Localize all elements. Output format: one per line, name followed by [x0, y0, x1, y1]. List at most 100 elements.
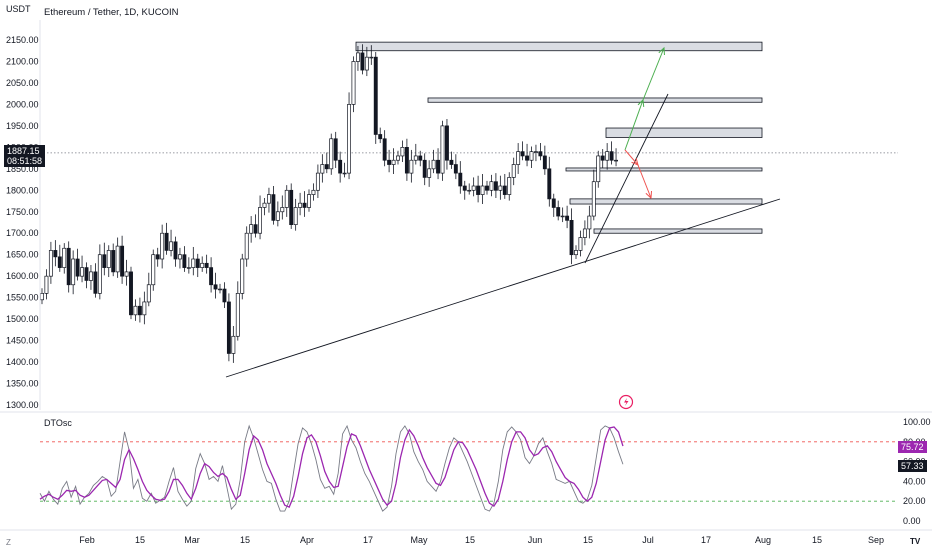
oscillator-name[interactable]: DTOsc — [44, 418, 72, 428]
candle — [404, 138, 409, 181]
candle — [409, 149, 414, 183]
candle — [560, 207, 565, 223]
candle-body-down — [547, 168, 552, 200]
candle-body-up — [507, 177, 512, 195]
candle — [302, 191, 307, 217]
candle — [173, 236, 178, 267]
candle-body-down — [338, 159, 343, 174]
candle-body-up — [160, 232, 165, 260]
candle — [387, 149, 392, 173]
candle-body-up — [587, 215, 592, 230]
candle — [547, 156, 552, 207]
candle — [191, 246, 196, 276]
time-tick-label: 15 — [583, 535, 593, 545]
zone-mid — [565, 167, 763, 172]
candle-body-up — [511, 164, 516, 178]
candle-body-down — [195, 258, 200, 268]
time-axis[interactable]: Feb 15 Mar 15 Apr 17 May 15 Jun 15 Jul 17 Aug 15 Sep — [0, 529, 932, 545]
tradingview-logo-icon: TV — [910, 537, 921, 546]
candle-body-down — [333, 138, 338, 161]
candle — [186, 257, 191, 274]
candle-body-up — [480, 185, 485, 195]
candle — [467, 183, 472, 195]
candle-body-up — [400, 147, 405, 157]
candle-body-up — [275, 211, 280, 221]
candle-body-up — [231, 335, 236, 354]
candle — [151, 249, 156, 291]
candle-body-up — [240, 258, 245, 294]
candle — [565, 205, 570, 229]
candle-body-down — [525, 155, 530, 161]
osc-tick-label: 100.00 — [903, 417, 931, 427]
candle-body-down — [289, 189, 294, 225]
candle — [516, 143, 521, 174]
candle — [382, 130, 387, 167]
candle — [155, 247, 160, 267]
candle-body-down — [382, 138, 387, 161]
candle-body-down — [209, 267, 214, 286]
candle — [204, 254, 209, 274]
candle-body-down — [565, 215, 570, 221]
candle-body-up — [560, 215, 565, 218]
candle-body-down — [93, 271, 98, 294]
candle-body-down — [182, 254, 187, 268]
time-tick-label: 15 — [465, 535, 475, 545]
price-tick-label: 2050.00 — [6, 78, 39, 88]
candle — [462, 180, 467, 200]
candle-body-up — [364, 56, 369, 71]
candle — [587, 205, 592, 239]
candle-body-up — [427, 168, 432, 178]
candle — [480, 173, 485, 205]
osc-slow-line — [39, 424, 624, 512]
candle — [498, 175, 503, 200]
time-tick-label: 15 — [240, 535, 250, 545]
price-axis[interactable]: 1300.00 1350.00 1400.00 1450.00 1500.00 1550.… — [6, 20, 41, 410]
candle — [453, 154, 458, 180]
candle — [164, 222, 169, 255]
candle-body-up — [356, 52, 360, 62]
candle — [525, 143, 530, 167]
candle — [195, 253, 200, 278]
candle — [436, 148, 441, 180]
time-tick-label: Aug — [755, 535, 771, 545]
candle — [44, 269, 49, 300]
candle — [311, 183, 316, 201]
candle-body-up — [315, 172, 320, 191]
candle — [102, 242, 107, 276]
candle — [485, 180, 489, 195]
candle-body-up — [235, 293, 240, 337]
candle — [556, 200, 561, 221]
zone-lower-right — [593, 228, 763, 234]
candle-body-up — [262, 202, 267, 208]
candle — [111, 243, 116, 277]
candle — [578, 230, 583, 257]
projection-arrows — [624, 46, 665, 200]
supply-demand-zones — [355, 41, 763, 234]
flash-icon[interactable] — [618, 394, 634, 410]
last-price-badge: 1887.15 08:51:58 — [4, 145, 46, 167]
candle — [48, 241, 53, 284]
candle-body-up — [146, 284, 151, 303]
candle-body-down — [360, 52, 365, 71]
candle-body-down — [453, 164, 458, 174]
candle — [88, 265, 93, 290]
candle — [124, 259, 129, 286]
candle — [66, 241, 71, 293]
candle-body-up — [329, 138, 334, 170]
candle-body-down — [111, 250, 116, 273]
zoom-icon[interactable]: Z — [6, 538, 11, 547]
up-arrow-2-head — [658, 46, 665, 56]
candle-body-up — [591, 181, 596, 217]
candle — [280, 195, 285, 220]
candle — [262, 198, 267, 216]
candle — [80, 255, 84, 283]
candle-body-down — [542, 155, 547, 170]
candle-body-down — [476, 185, 481, 195]
candle-body-down — [173, 241, 178, 260]
candle — [75, 248, 80, 281]
price-tick-label: 1550.00 — [6, 293, 39, 303]
candle — [333, 131, 338, 168]
candle — [511, 157, 516, 186]
chart-title[interactable]: Ethereum / Tether, 1D, KUCOIN — [44, 7, 179, 18]
